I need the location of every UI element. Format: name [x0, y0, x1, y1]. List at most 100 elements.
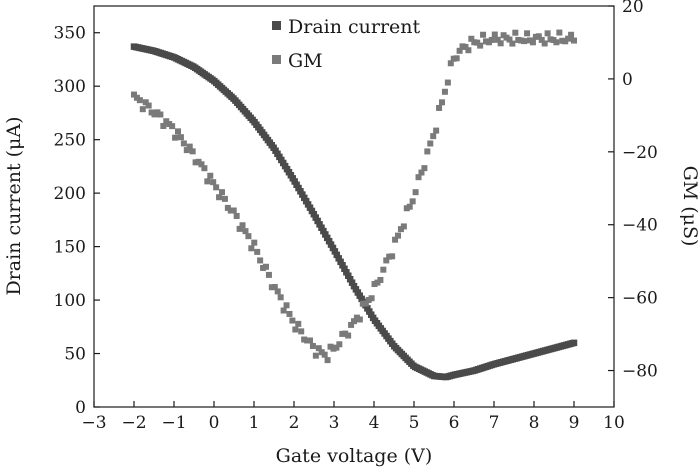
data-point — [421, 165, 428, 172]
data-point — [392, 236, 399, 243]
data-point — [509, 40, 516, 47]
data-point — [183, 147, 190, 154]
data-point — [318, 224, 325, 231]
x-tick-label: 10 — [603, 413, 625, 433]
data-point — [242, 228, 249, 235]
data-point — [409, 198, 416, 205]
data-point — [389, 253, 396, 260]
data-point — [544, 30, 551, 37]
data-point — [535, 33, 542, 40]
x-tick-label: −2 — [121, 413, 146, 433]
data-point — [293, 181, 300, 189]
data-point — [263, 263, 269, 270]
data-point — [321, 351, 328, 358]
legend-item-gm: GM — [272, 50, 323, 72]
data-point — [297, 188, 304, 195]
data-point — [433, 127, 440, 134]
data-point — [553, 39, 560, 46]
data-point — [406, 203, 413, 210]
data-point — [219, 189, 225, 196]
data-point — [465, 47, 472, 54]
legend: Drain current GM — [272, 16, 421, 72]
y-tick-label: 350 — [54, 24, 86, 44]
data-point — [524, 30, 531, 37]
data-point — [570, 339, 578, 347]
data-point — [430, 133, 437, 140]
data-point — [312, 214, 319, 221]
data-point — [441, 88, 448, 95]
data-point — [571, 37, 577, 44]
data-point — [356, 316, 363, 323]
data-point — [310, 210, 318, 218]
y-tick-label: 200 — [54, 184, 86, 204]
data-point — [377, 276, 384, 283]
data-point — [345, 332, 352, 339]
data-point — [444, 79, 451, 86]
data-point — [236, 225, 243, 232]
data-point — [213, 184, 220, 191]
data-point — [233, 212, 240, 219]
data-point — [298, 328, 305, 335]
data-point — [160, 122, 167, 129]
data-point — [400, 223, 407, 230]
x-tick-label: 6 — [449, 413, 460, 433]
data-point — [172, 134, 179, 141]
x-tick-label: 5 — [409, 413, 420, 433]
data-point — [323, 234, 331, 242]
data-point — [348, 321, 355, 328]
data-point — [333, 344, 340, 351]
x-axis: −3 −2 −1 0 1 2 3 4 5 6 7 8 9 10 — [81, 401, 625, 433]
data-point — [274, 288, 281, 295]
data-point — [415, 174, 422, 181]
data-point — [436, 104, 443, 111]
legend-label-drain-current: Drain current — [288, 16, 421, 38]
x-tick-label: −3 — [81, 413, 106, 433]
legend-item-drain-current: Drain current — [272, 16, 421, 38]
data-point — [157, 111, 164, 118]
series-gm — [131, 29, 577, 364]
data-point — [139, 106, 146, 113]
y-axis-right: −80 −60 −40 −20 0 20 — [608, 0, 658, 382]
data-point — [412, 189, 419, 196]
data-point — [362, 300, 369, 307]
data-point — [145, 102, 152, 109]
data-point — [230, 207, 237, 214]
data-point — [301, 194, 308, 202]
data-point — [207, 172, 214, 179]
x-axis-title: Gate voltage (V) — [276, 445, 433, 467]
y2-tick-label: −40 — [622, 216, 658, 236]
data-point — [308, 207, 316, 215]
data-point — [418, 169, 425, 176]
data-point — [295, 184, 302, 192]
data-point — [175, 128, 181, 135]
data-point — [565, 35, 572, 42]
data-point — [198, 161, 205, 168]
y2-tick-label: 20 — [622, 0, 644, 17]
data-point — [351, 318, 357, 325]
data-point — [201, 165, 208, 172]
data-point — [453, 55, 460, 62]
data-point — [309, 342, 316, 349]
x-tick-label: 9 — [569, 413, 580, 433]
data-point — [280, 307, 287, 314]
data-point — [306, 204, 314, 211]
legend-marker-drain-current — [272, 21, 281, 30]
y-tick-label: 50 — [64, 345, 86, 365]
data-point — [491, 31, 498, 38]
x-tick-label: 1 — [249, 413, 260, 433]
data-point — [324, 357, 331, 364]
data-point — [142, 99, 149, 106]
y2-tick-label: −20 — [622, 143, 658, 163]
data-point — [333, 251, 341, 259]
x-tick-label: 3 — [329, 413, 340, 433]
data-point — [316, 221, 323, 228]
data-point — [462, 43, 469, 50]
data-point — [337, 258, 344, 266]
y-tick-label: 0 — [75, 398, 86, 418]
data-point — [521, 38, 528, 45]
data-point — [295, 320, 302, 327]
data-point — [271, 284, 278, 291]
data-point — [538, 36, 545, 43]
data-point — [556, 29, 563, 36]
